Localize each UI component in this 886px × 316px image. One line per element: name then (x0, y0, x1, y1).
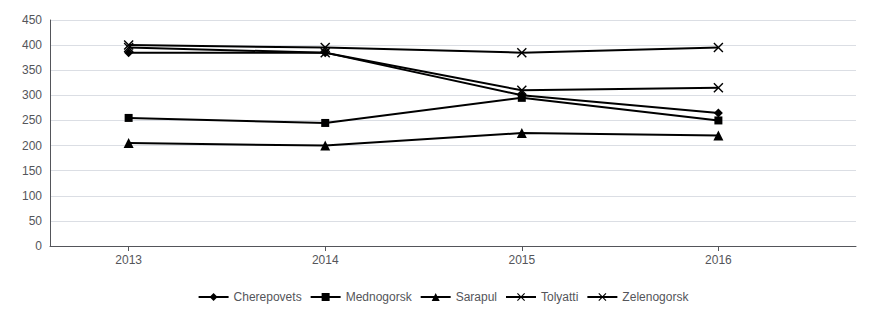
svg-text:0: 0 (35, 239, 42, 253)
svg-text:Tolyatti: Tolyatti (541, 290, 578, 304)
svg-text:100: 100 (22, 189, 42, 203)
svg-text:450: 450 (22, 13, 42, 27)
svg-text:2014: 2014 (312, 253, 339, 267)
svg-text:Cherepovets: Cherepovets (234, 290, 302, 304)
svg-text:Zelenogorsk: Zelenogorsk (622, 290, 689, 304)
svg-text:150: 150 (22, 164, 42, 178)
svg-text:350: 350 (22, 63, 42, 77)
svg-text:400: 400 (22, 38, 42, 52)
svg-text:2016: 2016 (705, 253, 732, 267)
svg-text:Sarapul: Sarapul (456, 290, 497, 304)
svg-text:2013: 2013 (115, 253, 142, 267)
svg-text:50: 50 (29, 214, 43, 228)
svg-text:2015: 2015 (508, 253, 535, 267)
svg-text:250: 250 (22, 113, 42, 127)
svg-text:200: 200 (22, 139, 42, 153)
svg-text:300: 300 (22, 88, 42, 102)
svg-text:Mednogorsk: Mednogorsk (346, 290, 413, 304)
